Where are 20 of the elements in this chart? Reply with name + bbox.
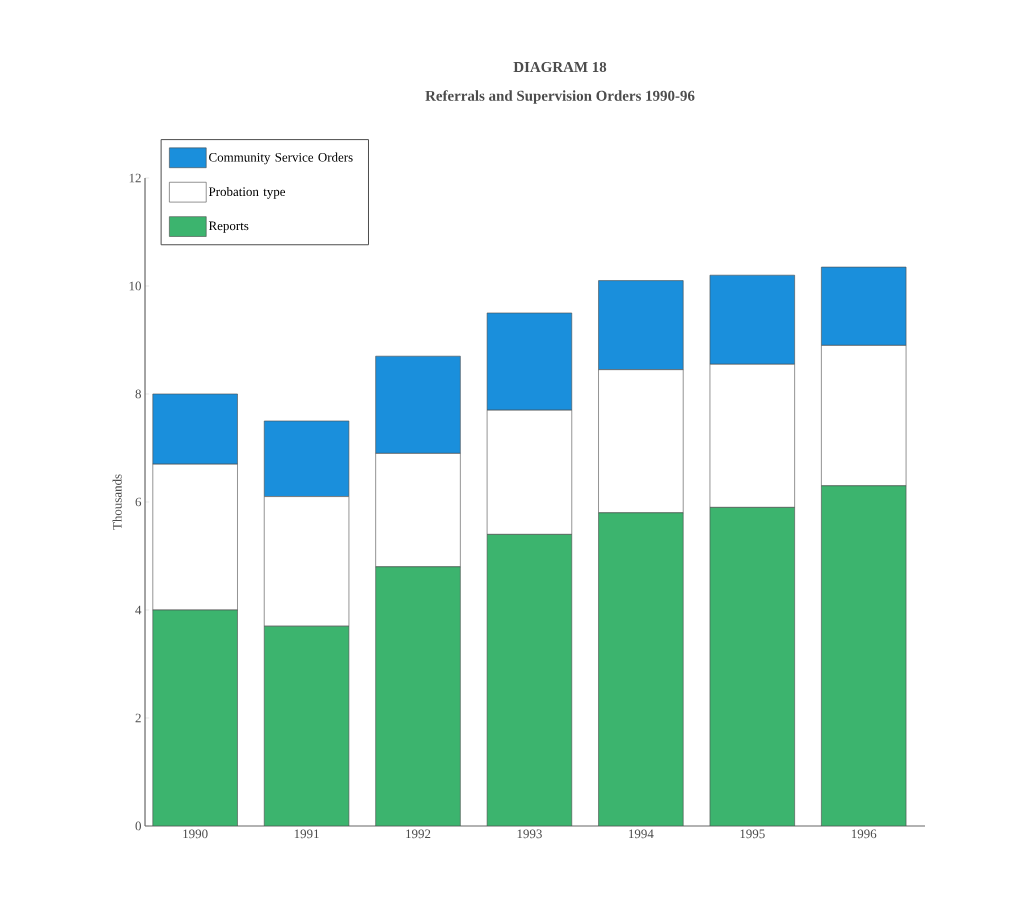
y-tick-label: 12 bbox=[129, 173, 141, 183]
y-axis-title: Thousands bbox=[112, 474, 122, 530]
y-tick-label: 10 bbox=[129, 281, 141, 291]
x-tick-label: 1990 bbox=[183, 829, 208, 839]
y-tick-label: 6 bbox=[135, 497, 142, 507]
x-tick-label: 1995 bbox=[740, 829, 765, 839]
y-tick-label: 0 bbox=[135, 821, 141, 831]
chart-title: DIAGRAM 18 bbox=[513, 61, 607, 73]
x-tick-label: 1992 bbox=[406, 829, 431, 839]
legend-label: Community Service Orders bbox=[209, 152, 353, 165]
chart-subtitle: Referrals and Supervision Orders 1990-96 bbox=[425, 90, 695, 104]
x-tick-label: 1993 bbox=[517, 829, 542, 839]
y-tick-label: 8 bbox=[135, 389, 141, 399]
x-tick-label: 1991 bbox=[294, 829, 319, 839]
legend-label: Probation type bbox=[208, 186, 286, 199]
legend-label: Reports bbox=[208, 221, 249, 233]
y-tick-label: 2 bbox=[135, 713, 141, 723]
x-tick-label: 1994 bbox=[629, 829, 654, 839]
y-tick-label: 4 bbox=[135, 605, 142, 615]
x-tick-label: 1996 bbox=[851, 829, 877, 839]
